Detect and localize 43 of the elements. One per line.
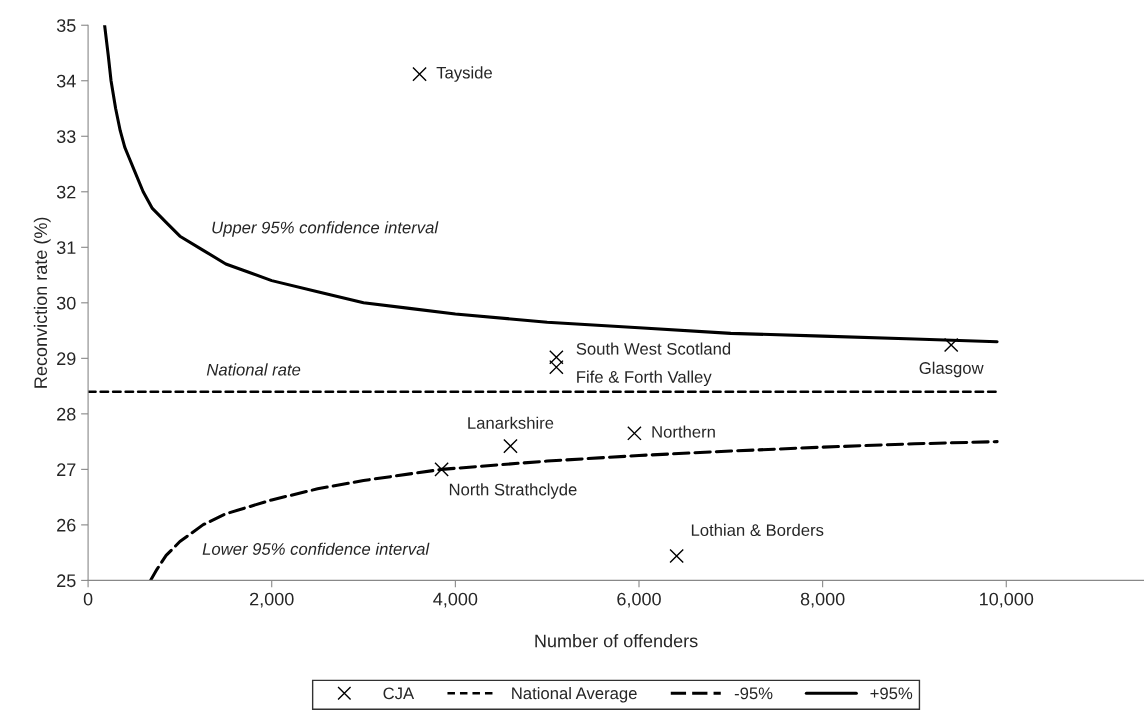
annotation: Tayside	[436, 66, 492, 82]
annotation: Lanarkshire	[468, 416, 554, 429]
point	[943, 337, 959, 353]
y-tick-label: 26	[57, 518, 76, 532]
annotation: Lower 95% confidence interval	[202, 542, 430, 555]
annotation: Northern	[652, 425, 715, 438]
annotation: Glasgow	[919, 361, 984, 378]
point	[627, 426, 642, 441]
annotation: South West Scotland	[576, 342, 731, 355]
point	[434, 462, 449, 477]
annotation: Upper 95% confidence interval	[212, 221, 439, 237]
point	[412, 66, 427, 82]
y-tick-label: 33	[56, 130, 76, 143]
y-tick-label: 31	[56, 241, 76, 255]
x-tick-label: 8,000	[800, 592, 845, 608]
x-tick-label: 0	[83, 592, 93, 606]
annotation: National rate	[206, 363, 301, 376]
x-tick-label: 6,000	[617, 592, 661, 608]
annotation: Lothian & Borders	[691, 523, 824, 537]
y-tick-label: 27	[57, 463, 76, 476]
y-tick-label: 34	[56, 74, 76, 88]
legend-label: +95%	[870, 687, 913, 700]
y-tick-label: 35	[56, 19, 76, 32]
point	[549, 349, 564, 365]
annotation: North Strathclyde	[449, 483, 577, 499]
legend-label: National Average	[512, 687, 637, 703]
point	[669, 548, 684, 564]
y-axis-title: Reconviction rate (%)	[33, 217, 51, 388]
annotation: Fife & Forth Valley	[577, 370, 712, 387]
x-tick-label: 4,000	[433, 592, 478, 608]
y-tick-label: 32	[56, 185, 76, 199]
x-axis-title: Number of offenders	[535, 634, 698, 648]
x-tick-label: 10,000	[980, 592, 1034, 608]
y-tick-label: 25	[57, 574, 76, 588]
x-tick-label: 2,000	[250, 592, 294, 608]
point	[549, 359, 564, 375]
legend-label: CJA	[383, 687, 415, 700]
legend-label: -95%	[734, 687, 773, 700]
y-tick-label: 28	[57, 407, 76, 421]
point	[503, 438, 518, 454]
y-tick-label: 29	[57, 352, 76, 366]
y-tick-label: 30	[56, 296, 76, 310]
line-series	[148, 440, 999, 581]
